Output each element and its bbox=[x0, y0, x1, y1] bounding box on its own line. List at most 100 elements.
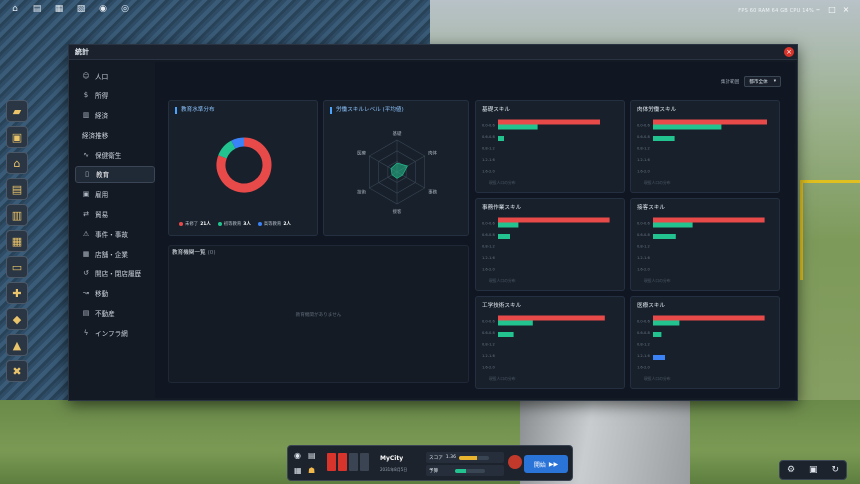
bulldoze-tool-icon[interactable]: ✖ bbox=[6, 360, 28, 382]
legend-label: 初等教育 bbox=[223, 222, 242, 227]
tick-label: 0.0-0.6 bbox=[637, 320, 650, 324]
sidebar-item-label: 人口 bbox=[95, 72, 109, 81]
budget-label: 予算 bbox=[429, 468, 439, 474]
skill-bar bbox=[498, 222, 519, 228]
tick-label: 0.8-1.2 bbox=[482, 245, 495, 249]
sidebar-item[interactable]: ▤ 不動産 bbox=[75, 305, 155, 322]
skill-bar-chart: 0.0-0.6 0.6-0.8 0.8-1.2 1.2-1.6 1.6-2.0 bbox=[482, 119, 600, 174]
office-tool-icon[interactable]: ▦ bbox=[6, 230, 28, 252]
road-tool-icon[interactable]: ▰ bbox=[6, 100, 28, 122]
tick-label: 0.8-1.2 bbox=[482, 147, 495, 151]
chart-icon[interactable]: ▤ bbox=[32, 4, 42, 14]
residential-demand-bar bbox=[327, 453, 336, 471]
landscape-tool-icon[interactable]: ▲ bbox=[6, 334, 28, 356]
stats-content: 集計範囲 都市全体 ▾ 教育水準分布 未修了 21人 初等教育 3人 高等教育 2人 労働… bbox=[155, 62, 795, 398]
tick-label: 0.8-1.2 bbox=[637, 245, 650, 249]
grid-icon[interactable]: ▦ bbox=[294, 466, 302, 475]
skill-panel: 工学技術スキル 0.0-0.6 0.6-0.8 0.8-1.2 1.2-1.6 1.6-2… bbox=[475, 296, 625, 389]
bar-chart-icon: ▥ bbox=[82, 111, 90, 120]
skill-bar bbox=[498, 320, 533, 326]
sidebar-item[interactable]: ▥ 経済 bbox=[75, 107, 155, 124]
sidebar-item-label: 事件・事故 bbox=[95, 230, 128, 239]
refresh-icon[interactable]: ↻ bbox=[831, 465, 840, 475]
top-toolbar: ⌂ ▤ ▦ ▧ ◉ ◎ bbox=[6, 4, 134, 24]
eye-icon[interactable]: ◉ bbox=[99, 4, 107, 14]
layers-icon[interactable]: ▤ bbox=[308, 451, 316, 460]
skill-bar bbox=[498, 119, 600, 125]
skill-panel: 肉体労働スキル 0.0-0.6 0.6-0.8 0.8-1.2 1.2-1.6 1.6-2… bbox=[630, 100, 780, 193]
tick-label: 1.2-1.6 bbox=[482, 158, 495, 162]
skill-title: 医療スキル bbox=[637, 303, 665, 309]
skill-panel: 医療スキル 0.0-0.6 0.6-0.8 0.8-1.2 1.2-1.6 1.6-2.0… bbox=[630, 296, 780, 389]
settings-icon[interactable]: ⚙ bbox=[786, 465, 796, 475]
scope-select[interactable]: 都市全体 ▾ bbox=[744, 76, 781, 87]
sidebar-item[interactable]: 経済推移 bbox=[75, 126, 155, 143]
sidebar-item[interactable]: ▦ 店舗・企業 bbox=[75, 245, 155, 262]
save-icon[interactable]: ▣ bbox=[809, 465, 818, 475]
commercial-tool-icon[interactable]: ▤ bbox=[6, 178, 28, 200]
close-window-icon[interactable]: × bbox=[784, 47, 794, 57]
sidebar-item-label: 経済推移 bbox=[82, 131, 109, 140]
sidebar-item-label: 経済 bbox=[95, 112, 109, 121]
tick-label: 1.2-1.6 bbox=[637, 158, 650, 162]
institution-count: (0) bbox=[207, 250, 216, 256]
sidebar-item[interactable]: ▣ 雇用 bbox=[75, 186, 155, 203]
eye-icon[interactable]: ◉ bbox=[294, 451, 301, 460]
sidebar-item[interactable]: ∿ 保健衛生 bbox=[75, 146, 155, 163]
utilities-tool-icon[interactable]: ◆ bbox=[6, 308, 28, 330]
skill-bar bbox=[653, 124, 722, 130]
minimize-icon[interactable]: – bbox=[816, 5, 820, 14]
tick-label: 0.8-1.2 bbox=[482, 343, 495, 347]
transport-tool-icon[interactable]: ▭ bbox=[6, 256, 28, 278]
sidebar-item[interactable]: ↝ 移動 bbox=[75, 285, 155, 302]
scope-value: 都市全体 bbox=[749, 79, 768, 85]
alert-icon[interactable] bbox=[508, 455, 522, 469]
close-icon[interactable]: × bbox=[842, 5, 850, 14]
sidebar-item[interactable]: ϟ インフラ網 bbox=[75, 324, 155, 341]
skill-bar bbox=[653, 136, 675, 141]
tick-label: 1.2-1.6 bbox=[482, 256, 495, 260]
panel-title: 教育水準分布 bbox=[175, 107, 215, 114]
sidebar-item-label: 不動産 bbox=[95, 310, 115, 319]
legend-dot bbox=[257, 221, 262, 226]
grid-icon[interactable]: ▦ bbox=[54, 4, 64, 14]
services-tool-icon[interactable]: ✚ bbox=[6, 282, 28, 304]
skill-footnote: 現役人口の分布 bbox=[489, 180, 516, 185]
sidebar-item[interactable]: $ 所得 bbox=[75, 87, 155, 104]
skill-bar bbox=[653, 315, 765, 321]
map-icon[interactable]: ▧ bbox=[76, 4, 86, 14]
skill-footnote: 現役人口の分布 bbox=[644, 180, 671, 185]
skill-footnote: 現役人口の分布 bbox=[644, 278, 671, 283]
education-distribution-panel: 教育水準分布 未修了 21人 初等教育 3人 高等教育 2人 bbox=[168, 100, 318, 236]
scope-filter: 集計範囲 都市全体 ▾ bbox=[721, 76, 781, 87]
home-icon[interactable]: ⌂ bbox=[12, 4, 18, 14]
tick-label: 0.6-0.8 bbox=[482, 233, 495, 237]
house-tool-icon[interactable]: ⌂ bbox=[6, 152, 28, 174]
tick-label: 0.6-0.8 bbox=[482, 135, 495, 139]
sidebar-item[interactable]: ▯ 教育 bbox=[75, 165, 155, 183]
skill-bar bbox=[498, 217, 610, 223]
skill-bar-chart: 0.0-0.6 0.6-0.8 0.8-1.2 1.2-1.6 1.6-2.0 bbox=[637, 119, 767, 174]
skill-footnote: 現役人口の分布 bbox=[489, 278, 516, 283]
sidebar-item[interactable]: ↺ 開店・閉店履歴 bbox=[75, 265, 155, 282]
radar-shape bbox=[390, 162, 408, 179]
sidebar-item-label: 移動 bbox=[95, 290, 109, 299]
sidebar-item-label: 店舗・企業 bbox=[95, 250, 128, 259]
legend-entry: 高等教育 2人 bbox=[257, 221, 291, 227]
start-button[interactable]: 開始 ▶▶ bbox=[524, 455, 568, 473]
radar-axis-label: 医療 bbox=[357, 150, 366, 157]
maximize-icon[interactable]: □ bbox=[828, 5, 836, 14]
book-icon: ▯ bbox=[85, 170, 89, 179]
tick-label: 0.0-0.6 bbox=[637, 124, 650, 128]
zone-tool-icon[interactable]: ▣ bbox=[6, 126, 28, 148]
camera-icon[interactable]: ◎ bbox=[121, 4, 129, 14]
sidebar-item[interactable]: ☺ 人口 bbox=[75, 67, 155, 84]
skill-bar-chart: 0.0-0.6 0.6-0.8 0.8-1.2 1.2-1.6 1.6-2.0 bbox=[637, 315, 765, 370]
worker-icon[interactable]: ☗ bbox=[308, 466, 316, 475]
legend-dot bbox=[179, 221, 183, 226]
industrial-tool-icon[interactable]: ▥ bbox=[6, 204, 28, 226]
skill-bar-chart: 0.0-0.6 0.6-0.8 0.8-1.2 1.2-1.6 1.6-2.0 bbox=[637, 217, 765, 272]
sidebar-item[interactable]: ⚠ 事件・事故 bbox=[75, 225, 155, 242]
sidebar-item[interactable]: ⇄ 貿易 bbox=[75, 206, 155, 223]
